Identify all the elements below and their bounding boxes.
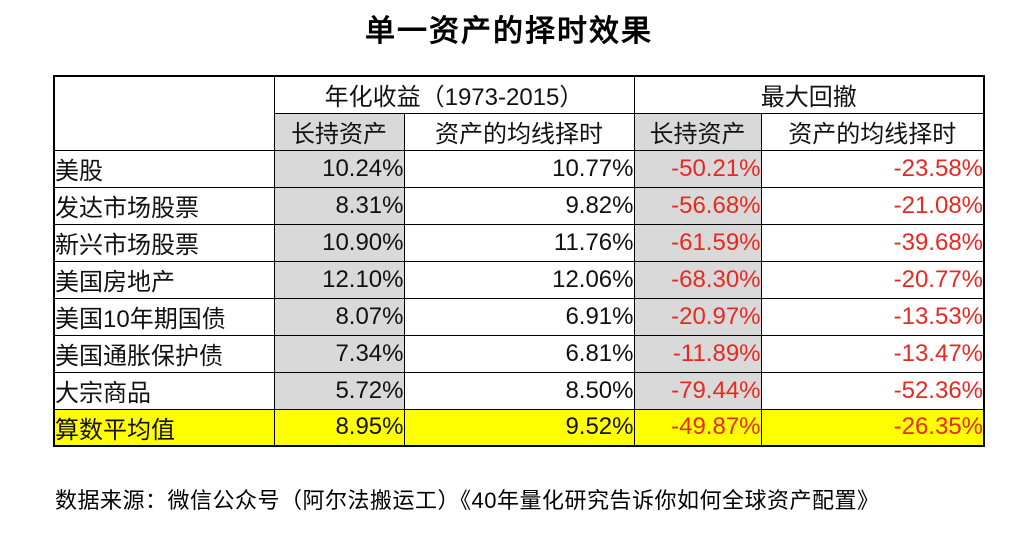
- table-row: 美国通胀保护债 7.34% 6.81% -11.89% -13.47%: [53, 334, 985, 373]
- value-cell: -23.58%: [760, 149, 985, 188]
- value-cell: -20.97%: [633, 297, 762, 336]
- table-row: 美国房地产 12.10% 12.06% -68.30% -20.77%: [53, 260, 985, 299]
- group-header-annualized-return: 年化收益（1973-2015）: [273, 75, 635, 114]
- table-row: 美股 10.24% 10.77% -50.21% -23.58%: [53, 149, 985, 188]
- value-cell: -50.21%: [633, 149, 762, 188]
- table-row: 算数平均值 8.95% 9.52% -49.87% -26.35%: [53, 408, 985, 447]
- value-cell: 8.07%: [273, 297, 405, 336]
- table-row: 新兴市场股票 10.90% 11.76% -61.59% -39.68%: [53, 223, 985, 262]
- value-cell: 7.34%: [273, 334, 405, 373]
- value-cell: -21.08%: [760, 186, 985, 225]
- value-cell: 6.91%: [403, 297, 635, 336]
- value-cell: 10.77%: [403, 149, 635, 188]
- value-cell: -68.30%: [633, 260, 762, 299]
- sub-header-ma-timing-return: 资产的均线择时: [403, 112, 635, 151]
- data-source-text: 数据来源：微信公众号（阿尔法搬运工）《40年量化研究告诉你如何全球资产配置》: [55, 488, 880, 513]
- value-cell: -20.77%: [760, 260, 985, 299]
- asset-timing-table: 年化收益（1973-2015） 最大回撤 长持资产 资产的均线择时 长持资产 资…: [53, 75, 985, 447]
- value-cell: 10.24%: [273, 149, 405, 188]
- page-title: 单一资产的择时效果: [365, 15, 653, 48]
- row-label: 发达市场股票: [53, 186, 275, 225]
- row-label: 算数平均值: [53, 408, 275, 447]
- table-row: 大宗商品 5.72% 8.50% -79.44% -52.36%: [53, 371, 985, 410]
- group-header-row: 年化收益（1973-2015） 最大回撤: [53, 75, 985, 151]
- value-cell: 8.50%: [403, 371, 635, 410]
- corner-cell: [53, 75, 275, 151]
- value-cell: 12.10%: [273, 260, 405, 299]
- row-label: 美股: [53, 149, 275, 188]
- value-cell: 8.31%: [273, 186, 405, 225]
- value-cell: -13.53%: [760, 297, 985, 336]
- sub-header-ma-timing-drawdown: 资产的均线择时: [760, 112, 985, 151]
- value-cell: 12.06%: [403, 260, 635, 299]
- value-cell: -61.59%: [633, 223, 762, 262]
- value-cell: 11.76%: [403, 223, 635, 262]
- row-label: 美国通胀保护债: [53, 334, 275, 373]
- value-cell: 5.72%: [273, 371, 405, 410]
- value-cell: -79.44%: [633, 371, 762, 410]
- sub-header-buy-and-hold-drawdown: 长持资产: [633, 112, 762, 151]
- value-cell: -11.89%: [633, 334, 762, 373]
- value-cell: -26.35%: [760, 408, 985, 447]
- table-row: 发达市场股票 8.31% 9.82% -56.68% -21.08%: [53, 186, 985, 225]
- sub-header-buy-and-hold-return: 长持资产: [273, 112, 405, 151]
- value-cell: -13.47%: [760, 334, 985, 373]
- row-label: 美国10年期国债: [53, 297, 275, 336]
- value-cell: 9.82%: [403, 186, 635, 225]
- value-cell: 10.90%: [273, 223, 405, 262]
- row-label: 大宗商品: [53, 371, 275, 410]
- row-label: 美国房地产: [53, 260, 275, 299]
- value-cell: -52.36%: [760, 371, 985, 410]
- table-body: 美股 10.24% 10.77% -50.21% -23.58% 发达市场股票 8.31% 9…: [53, 149, 985, 447]
- value-cell: 9.52%: [403, 408, 635, 447]
- value-cell: 8.95%: [273, 408, 405, 447]
- table-row: 美国10年期国债 8.07% 6.91% -20.97% -13.53%: [53, 297, 985, 336]
- value-cell: -56.68%: [633, 186, 762, 225]
- value-cell: 6.81%: [403, 334, 635, 373]
- value-cell: -49.87%: [633, 408, 762, 447]
- row-label: 新兴市场股票: [53, 223, 275, 262]
- group-header-max-drawdown: 最大回撤: [633, 75, 985, 114]
- value-cell: -39.68%: [760, 223, 985, 262]
